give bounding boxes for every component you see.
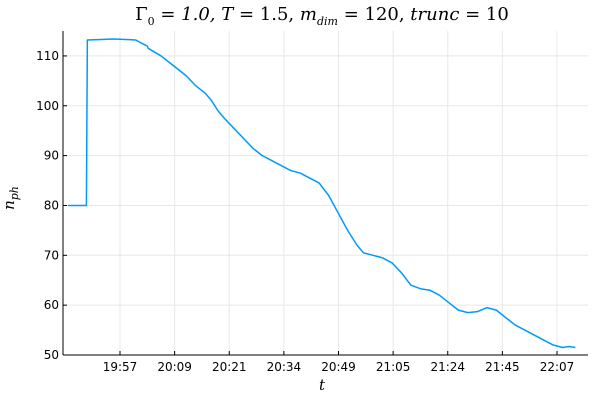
y-tick-label: 90 xyxy=(44,149,59,163)
x-tick-label: 20:09 xyxy=(157,360,192,374)
x-tick-label: 20:49 xyxy=(321,360,356,374)
x-tick-label: 20:34 xyxy=(267,360,302,374)
grid-lines xyxy=(63,31,588,356)
x-tick-label: 22:07 xyxy=(540,360,575,374)
svg-text:nph: nph xyxy=(0,186,21,210)
x-tick-labels: 19:57 20:09 20:21 20:34 20:49 21:05 21:24 21:45… xyxy=(103,360,575,374)
y-tick-label: 50 xyxy=(44,348,59,362)
x-tick-label: 21:45 xyxy=(485,360,520,374)
x-tick-label: 21:05 xyxy=(376,360,411,374)
series-lines xyxy=(68,38,576,349)
y-tick-label: 100 xyxy=(36,99,59,113)
axes xyxy=(62,31,588,356)
y-tick-label: 80 xyxy=(44,198,59,212)
x-axis-label: t xyxy=(319,376,326,394)
y-tick-label: 60 xyxy=(44,298,59,312)
chart-title: Γ0 = 1.0, T = 1.5, mdim = 120, trunc = 1… xyxy=(135,4,509,28)
y-tick-labels: 50 60 70 80 90 100 110 xyxy=(36,49,59,362)
x-tick-label: 19:57 xyxy=(103,360,138,374)
x-tick-label: 21:24 xyxy=(430,360,465,374)
x-tick-label: 20:21 xyxy=(212,360,247,374)
y-axis-label: nph xyxy=(0,186,21,210)
y-tick-label: 110 xyxy=(36,49,59,63)
series-line xyxy=(68,38,576,349)
y-tick-label: 70 xyxy=(44,248,59,262)
